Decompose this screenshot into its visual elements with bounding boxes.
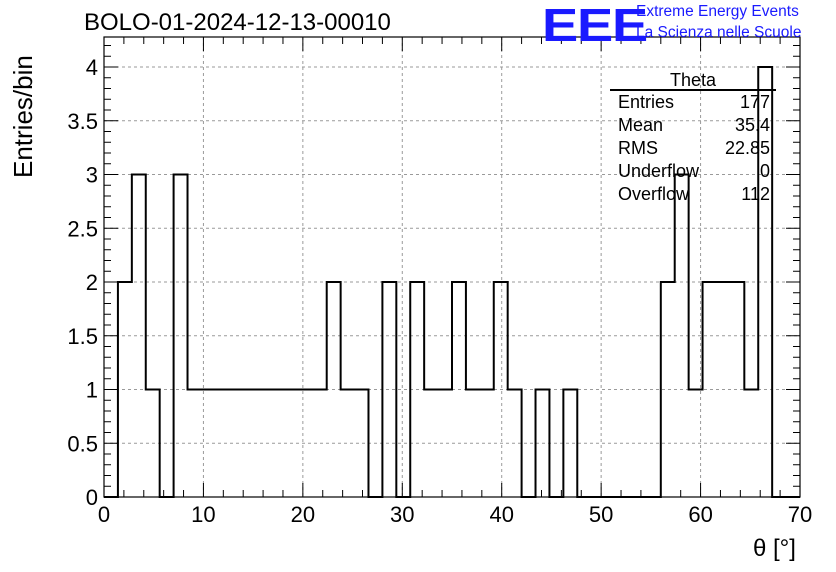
stat-label: Underflow [618, 161, 700, 181]
y-tick-label: 2 [86, 270, 98, 295]
x-tick-label: 0 [98, 502, 110, 527]
histogram-bin [215, 390, 229, 498]
stat-value: 112 [741, 184, 770, 204]
y-tick-label: 0.5 [67, 431, 98, 456]
stat-value: 177 [739, 92, 770, 112]
y-tick-label: 3 [86, 163, 98, 188]
stat-label: Overflow [618, 184, 690, 204]
y-tick-label: 3.5 [67, 109, 98, 134]
x-tick-label: 70 [788, 502, 812, 527]
axes [103, 36, 801, 498]
y-tick-label: 1 [86, 378, 98, 403]
y-tick-label: 1.5 [67, 324, 98, 349]
histogram-bin [480, 390, 494, 498]
stat-row-underflow: Underflow 0 [618, 161, 770, 183]
stats-title: Theta [669, 70, 717, 90]
histogram-bin [174, 175, 188, 498]
stat-row-overflow: Overflow 112 [618, 184, 770, 206]
tick-labels: 0 10 20 30 40 50 60 70 0 0.5 1 1.5 2 2.5 3 3.5 4 [67, 55, 812, 527]
x-tick-label: 20 [291, 502, 315, 527]
y-tick-label: 4 [86, 55, 98, 80]
stat-value: 22.85 [724, 138, 770, 158]
y-tick-label: 2.5 [67, 216, 98, 241]
y-axis-label: Entries/bin [8, 55, 38, 178]
stat-value: 35.4 [734, 115, 770, 135]
histogram-bin [132, 175, 146, 498]
x-tick-label: 50 [589, 502, 613, 527]
stat-value: 0 [759, 161, 770, 181]
histogram-outline [104, 66, 800, 498]
stat-label: Entries [618, 92, 675, 112]
x-tick-label: 60 [688, 502, 712, 527]
stat-label: Mean [618, 115, 664, 135]
stat-row-entries: Entries 177 [618, 92, 770, 114]
stats-divider [610, 89, 776, 91]
x-tick-label: 10 [191, 502, 215, 527]
x-tick-label: 40 [489, 502, 513, 527]
x-axis-label: θ [°] [753, 535, 796, 562]
x-tick-label: 30 [390, 502, 414, 527]
histogram-bin [563, 390, 577, 498]
stat-row-mean: Mean 35.4 [618, 115, 770, 137]
histogram-series [104, 66, 800, 498]
logo-line-2: La Scienza nelle Scuole [636, 24, 802, 41]
stat-label: RMS [618, 138, 658, 158]
y-tick-label: 0 [86, 485, 98, 510]
chart-title: BOLO-01-2024-12-13-00010 [84, 9, 391, 36]
stats-box: Theta Entries 177 Mean 35.4 RMS 22.85 Un… [610, 68, 776, 206]
eee-logo: EEE [542, 0, 648, 51]
plot-frame [103, 36, 801, 498]
logo-line-1: Extreme Energy Events [636, 3, 799, 20]
stat-row-rms: RMS 22.85 [618, 138, 770, 160]
